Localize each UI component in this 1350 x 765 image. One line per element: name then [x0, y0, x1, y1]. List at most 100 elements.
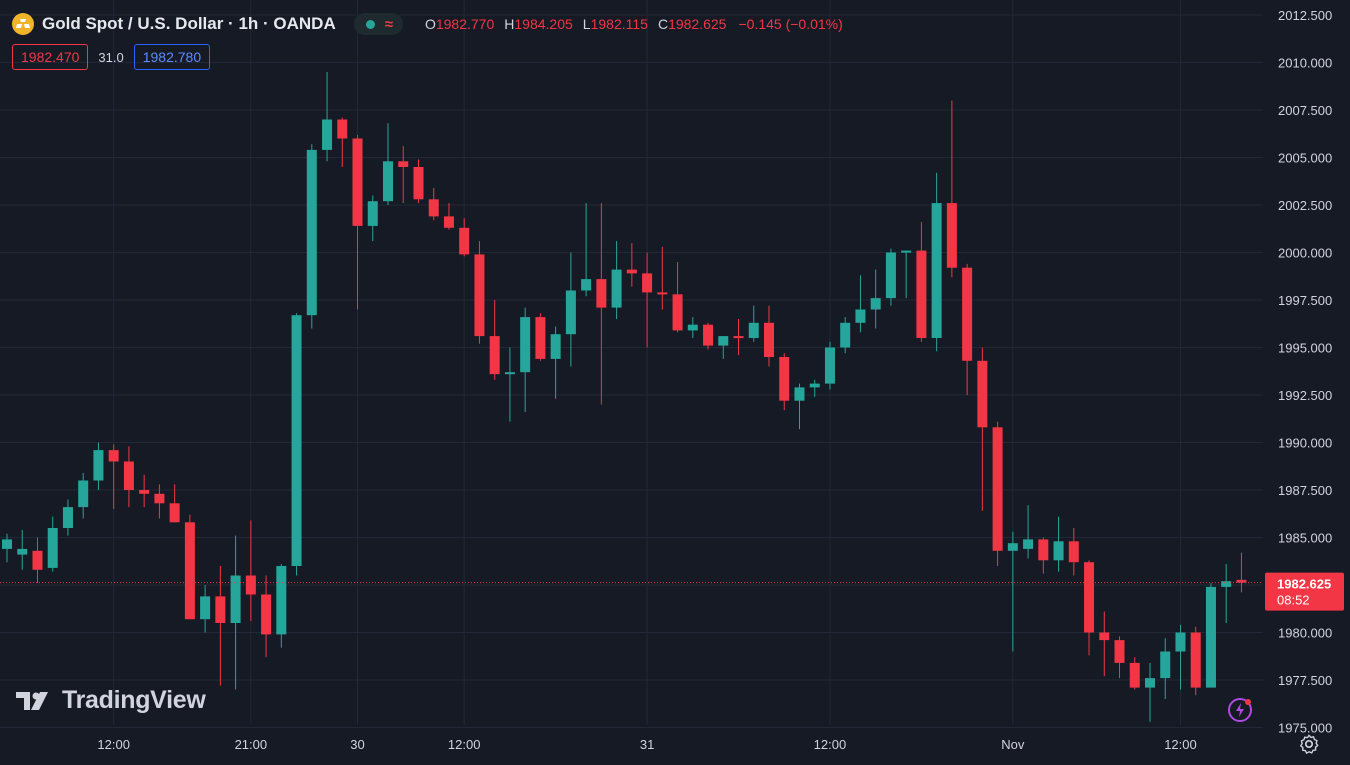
spread-value: 31.0 [98, 49, 124, 65]
candle-body [459, 227, 470, 255]
candle-body [2, 539, 12, 549]
sell-button[interactable]: 1982.470 [12, 44, 89, 70]
tradingview-logo-icon [16, 691, 48, 710]
tradingview-watermark[interactable]: TradingView [16, 686, 206, 715]
candle-body [946, 203, 957, 268]
candle-body [398, 161, 409, 167]
candle-body [1129, 662, 1140, 688]
candle-body [916, 250, 927, 338]
candle-body [672, 294, 683, 331]
candle [794, 383, 805, 430]
time-tick-label: 12:00 [1164, 737, 1197, 752]
candle [62, 499, 73, 536]
last-price-badge-bg [1265, 572, 1344, 611]
price-tick-label: 1975.000 [1278, 721, 1332, 736]
candle-body [520, 317, 531, 373]
candle [718, 336, 729, 359]
candle [748, 305, 759, 342]
candle [459, 218, 470, 257]
candle-body [169, 503, 180, 523]
candle-body [1068, 541, 1079, 563]
price-tick-label: 1977.500 [1278, 673, 1332, 688]
candle-body [809, 383, 820, 388]
candle-body [1175, 632, 1186, 652]
candle-body [17, 548, 28, 555]
time-tick-label: 12:00 [814, 737, 847, 752]
buy-button[interactable]: 1982.780 [133, 44, 211, 70]
price-change: −0.145 (−0.01%) [738, 16, 843, 32]
candle [322, 72, 333, 162]
candle [230, 535, 241, 690]
close-value: 1982.625 [668, 16, 727, 32]
candle-body [565, 290, 576, 335]
candle [245, 520, 256, 622]
candle [1190, 626, 1201, 696]
ohlc-values: O1982.770 H1984.205 L1982.115 C1982.625 [425, 16, 727, 32]
candle [840, 317, 851, 354]
time-tick-label: 12:00 [97, 737, 130, 752]
lightning-icon[interactable] [1227, 697, 1253, 723]
candle-body [245, 575, 256, 595]
candle-body [1160, 651, 1171, 679]
candle [687, 317, 698, 338]
candle-body [200, 596, 211, 620]
symbol-title[interactable]: Gold Spot / U.S. Dollar · 1h · OANDA [42, 14, 336, 33]
candle-body [1023, 539, 1034, 549]
candle [504, 347, 515, 422]
candle [47, 516, 58, 572]
candle [703, 322, 714, 350]
candle-body [443, 216, 454, 228]
candle-body [504, 372, 515, 375]
candle-body [474, 254, 485, 337]
candle-body [1038, 539, 1049, 561]
price-tick-label: 1995.000 [1278, 341, 1332, 356]
price-tick-label: 1992.500 [1278, 388, 1332, 403]
candle-body [78, 480, 89, 508]
candle-body [413, 167, 424, 200]
candle-body [276, 566, 287, 635]
candle [977, 347, 988, 511]
candles [2, 72, 1247, 722]
candle [1038, 537, 1049, 574]
candle [1114, 636, 1125, 679]
candle-body [1221, 581, 1232, 587]
candle-body [642, 273, 653, 293]
candle-body [550, 334, 561, 359]
candle [443, 203, 454, 230]
candle-body [428, 199, 439, 217]
price-tick-label: 2002.500 [1278, 198, 1332, 213]
chart-header: Gold Spot / U.S. Dollar · 1h · OANDA ≈ O… [12, 10, 843, 38]
candle [169, 484, 180, 523]
candle [32, 537, 43, 584]
candle [657, 246, 668, 310]
candle-body [123, 461, 134, 490]
candle-body [367, 201, 378, 226]
candle-body [1114, 640, 1125, 663]
candle [962, 263, 973, 395]
candle [2, 533, 12, 563]
candle-body [337, 119, 348, 139]
candle-body [840, 322, 851, 348]
candle-body [291, 315, 302, 566]
candle [1175, 624, 1186, 690]
candle [1205, 583, 1216, 688]
price-tick-label: 2012.500 [1278, 8, 1332, 23]
candle [1007, 531, 1018, 652]
candle [672, 262, 683, 333]
candle-body [733, 336, 744, 339]
candle [215, 566, 226, 686]
candle [1129, 657, 1140, 690]
candle-body [779, 357, 790, 401]
market-status[interactable]: ≈ [353, 13, 403, 35]
price-tick-label: 2000.000 [1278, 246, 1332, 261]
candle-body [32, 550, 43, 570]
price-axis: 2012.500 2010.000 2007.500 2005.000 2002.500… [1278, 8, 1332, 736]
candle-body [870, 298, 881, 310]
candle [93, 442, 104, 490]
candle [1221, 564, 1232, 623]
candle [352, 134, 363, 310]
candle-body [184, 522, 195, 620]
gear-icon[interactable] [1298, 733, 1320, 755]
candle-body [62, 507, 73, 528]
